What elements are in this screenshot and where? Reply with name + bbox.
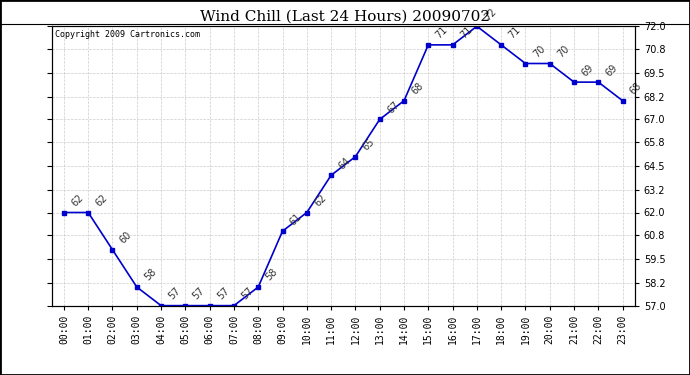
Text: 72: 72 <box>482 6 498 22</box>
Text: 57: 57 <box>215 285 231 302</box>
Text: 60: 60 <box>118 230 134 246</box>
Text: 58: 58 <box>264 267 279 283</box>
Text: 69: 69 <box>604 62 620 78</box>
Text: 69: 69 <box>580 62 595 78</box>
Text: 57: 57 <box>191 285 207 302</box>
Text: 62: 62 <box>70 192 86 208</box>
Text: 70: 70 <box>555 44 571 59</box>
Text: Copyright 2009 Cartronics.com: Copyright 2009 Cartronics.com <box>55 30 199 39</box>
Text: 70: 70 <box>531 44 547 59</box>
Text: 71: 71 <box>506 25 522 41</box>
Text: 57: 57 <box>166 285 183 302</box>
Text: 71: 71 <box>434 25 450 41</box>
Text: 65: 65 <box>361 136 377 153</box>
Text: 68: 68 <box>628 81 644 97</box>
Text: 58: 58 <box>142 267 158 283</box>
Text: 67: 67 <box>385 99 401 115</box>
Text: 68: 68 <box>410 81 425 97</box>
Text: 64: 64 <box>337 155 353 171</box>
Text: 62: 62 <box>94 192 110 208</box>
Text: 62: 62 <box>313 192 328 208</box>
Text: 57: 57 <box>239 285 255 302</box>
Text: 71: 71 <box>458 25 474 41</box>
Text: 61: 61 <box>288 211 304 227</box>
Text: Wind Chill (Last 24 Hours) 20090702: Wind Chill (Last 24 Hours) 20090702 <box>200 9 490 23</box>
